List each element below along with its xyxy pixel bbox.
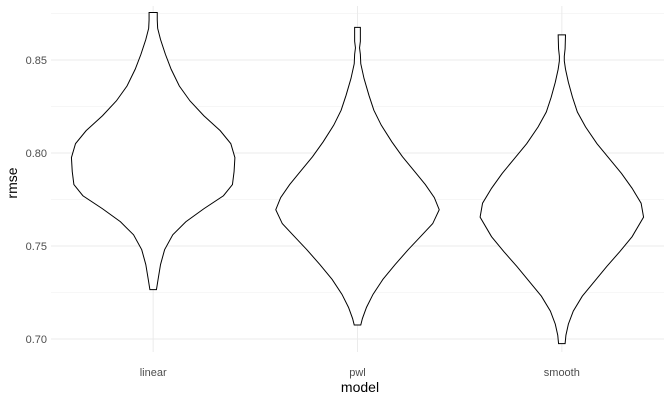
x-tick-label-linear: linear bbox=[140, 367, 167, 379]
y-tick-label: 0.85 bbox=[26, 55, 47, 67]
y-axis-ticks: 0.70 0.75 0.80 0.85 bbox=[26, 55, 47, 346]
y-tick-label: 0.75 bbox=[26, 241, 47, 253]
y-axis-title: rmse bbox=[4, 167, 20, 198]
x-tick-label-smooth: smooth bbox=[544, 367, 580, 379]
violins bbox=[70, 12, 645, 345]
y-tick-label: 0.70 bbox=[26, 334, 47, 346]
violin-pwl bbox=[275, 26, 440, 326]
x-axis-title: model bbox=[341, 379, 379, 395]
violin-smooth bbox=[479, 34, 645, 345]
x-axis-ticks: linear pwl smooth bbox=[140, 367, 580, 379]
violin-linear bbox=[70, 12, 236, 291]
y-tick-label: 0.80 bbox=[26, 148, 47, 160]
x-tick-label-pwl: pwl bbox=[349, 367, 366, 379]
